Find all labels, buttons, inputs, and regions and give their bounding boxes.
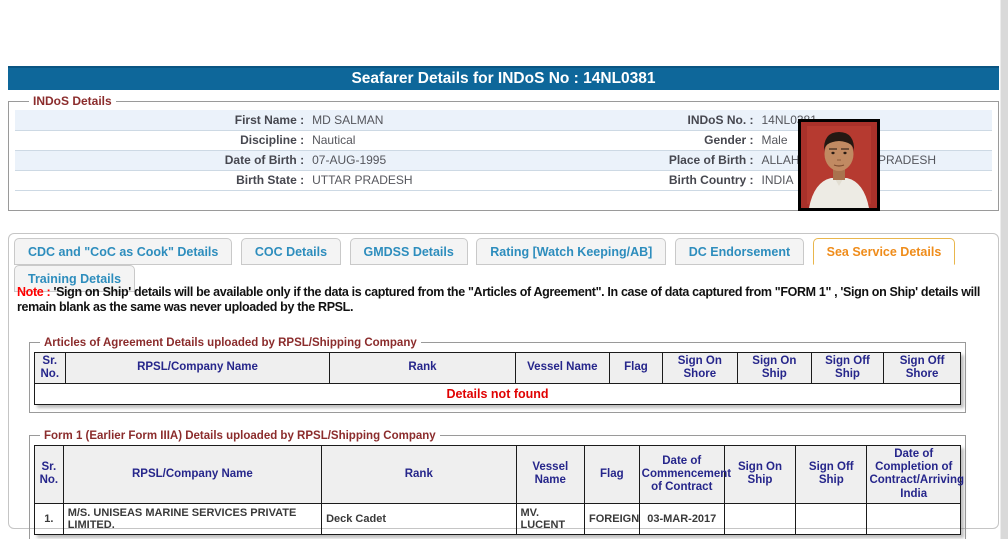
articles-table: Sr. No. RPSL/Company Name Rank Vessel Na… [34, 351, 961, 405]
tab-sea-service-details[interactable]: Sea Service Details [812, 238, 956, 265]
column-header: Date of Completion of Contract/Arriving … [866, 444, 964, 504]
table-header-row: Sr. No. RPSL/Company Name Rank Vessel Na… [34, 351, 961, 384]
field-label: Date of Birth : [15, 150, 309, 171]
indos-details-fieldset: INDoS Details First Name : MD SALMAN IND… [8, 94, 999, 211]
cell-completion-date [866, 502, 961, 535]
cell-company-name: M/S. UNISEAS MARINE SERVICES PRIVATE LIM… [62, 502, 323, 535]
field-value: UTTAR PRADESH [308, 170, 572, 191]
articles-of-agreement-fieldset: Articles of Agreement Details uploaded b… [29, 336, 966, 413]
tab-cdc-coc-as-cook-details[interactable]: CDC and "CoC as Cook" Details [14, 238, 233, 265]
field-label: Gender : [571, 130, 758, 151]
scrollbar[interactable] [1000, 0, 1008, 539]
field-label: Place of Birth : [571, 150, 758, 171]
indos-details-table: First Name : MD SALMAN INDoS No. : 14NL0… [15, 110, 992, 191]
field-value: Nautical [308, 130, 572, 151]
tab-dc-endorsement[interactable]: DC Endorsement [674, 238, 805, 265]
column-header: Vessel Name [515, 444, 586, 504]
cell-commencement-date: 03-MAR-2017 [638, 502, 725, 535]
cell-flag: FOREIGN [584, 502, 640, 535]
field-value: 07-AUG-1995 [308, 150, 572, 171]
tab-coc-details[interactable]: COC Details [240, 238, 342, 265]
form1-table: Sr. No. RPSL/Company Name Rank Vessel Na… [34, 444, 964, 535]
cell-vessel-name: MV. LUCENT [515, 502, 586, 535]
column-header: Sr. No. [34, 351, 66, 384]
column-header: Date of Commencement of Contract [638, 444, 731, 504]
field-label: Discipline : [15, 130, 309, 151]
column-header: Sign Off Ship [795, 444, 868, 504]
cell-rank: Deck Cadet [321, 502, 517, 535]
column-header: Sign Off Shore [883, 351, 961, 384]
column-header: Sign On Ship [736, 351, 812, 384]
form1-details-fieldset: Form 1 (Earlier Form IIIA) Details uploa… [29, 429, 966, 539]
field-label: Birth State : [15, 170, 309, 191]
note-text: Note : 'Sign on Ship' details will be av… [17, 285, 990, 316]
column-header: Rank [321, 444, 517, 504]
cell-sign-off-ship [795, 502, 868, 535]
tab-bar: CDC and "CoC as Cook" Details COC Detail… [9, 234, 998, 292]
column-header: RPSL/Company Name [64, 351, 331, 384]
articles-legend: Articles of Agreement Details uploaded b… [44, 336, 417, 349]
form1-legend: Form 1 (Earlier Form IIIA) Details uploa… [44, 429, 436, 442]
column-header: Vessel Name [514, 351, 611, 384]
column-header: Sign Off Ship [810, 351, 885, 384]
page-content: Seafarer Details for INDoS No : 14NL0381… [8, 66, 999, 539]
cell-sign-on-ship [723, 502, 797, 535]
indos-details-legend: INDoS Details [33, 94, 112, 108]
table-row: Details not found [34, 382, 961, 405]
tab-panel: CDC and "CoC as Cook" Details COC Detail… [8, 233, 999, 539]
column-header: Flag [584, 444, 640, 504]
column-header: Sign On Ship [723, 444, 797, 504]
details-not-found-message: Details not found [34, 382, 961, 405]
note-label: Note : [17, 285, 51, 299]
table-header-row: Sr. No. RPSL/Company Name Rank Vessel Na… [34, 444, 964, 504]
tab-rating-watch-keeping-ab[interactable]: Rating [Watch Keeping/AB] [476, 238, 667, 265]
field-label: INDoS No. : [571, 110, 758, 131]
column-header: Sr. No. [34, 444, 64, 504]
cell-sr-no: 1. [34, 502, 64, 535]
column-header: RPSL/Company Name [62, 444, 323, 504]
column-header: Sign On Shore [661, 351, 738, 384]
field-label: Birth Country : [571, 170, 758, 191]
field-value: MD SALMAN [308, 110, 572, 131]
page-title: Seafarer Details for INDoS No : 14NL0381 [8, 66, 999, 90]
note-body: 'Sign on Ship' details will be available… [17, 285, 980, 315]
table-row: 1. M/S. UNISEAS MARINE SERVICES PRIVATE … [34, 502, 961, 535]
column-header: Rank [329, 351, 516, 384]
field-label: First Name : [15, 110, 309, 131]
seafarer-photo [798, 119, 880, 211]
tab-gmdss-details[interactable]: GMDSS Details [349, 238, 468, 265]
table-row: First Name : MD SALMAN INDoS No. : 14NL0… [15, 110, 992, 131]
column-header: Flag [609, 351, 663, 384]
tab-training-details[interactable]: Training Details [14, 265, 136, 292]
